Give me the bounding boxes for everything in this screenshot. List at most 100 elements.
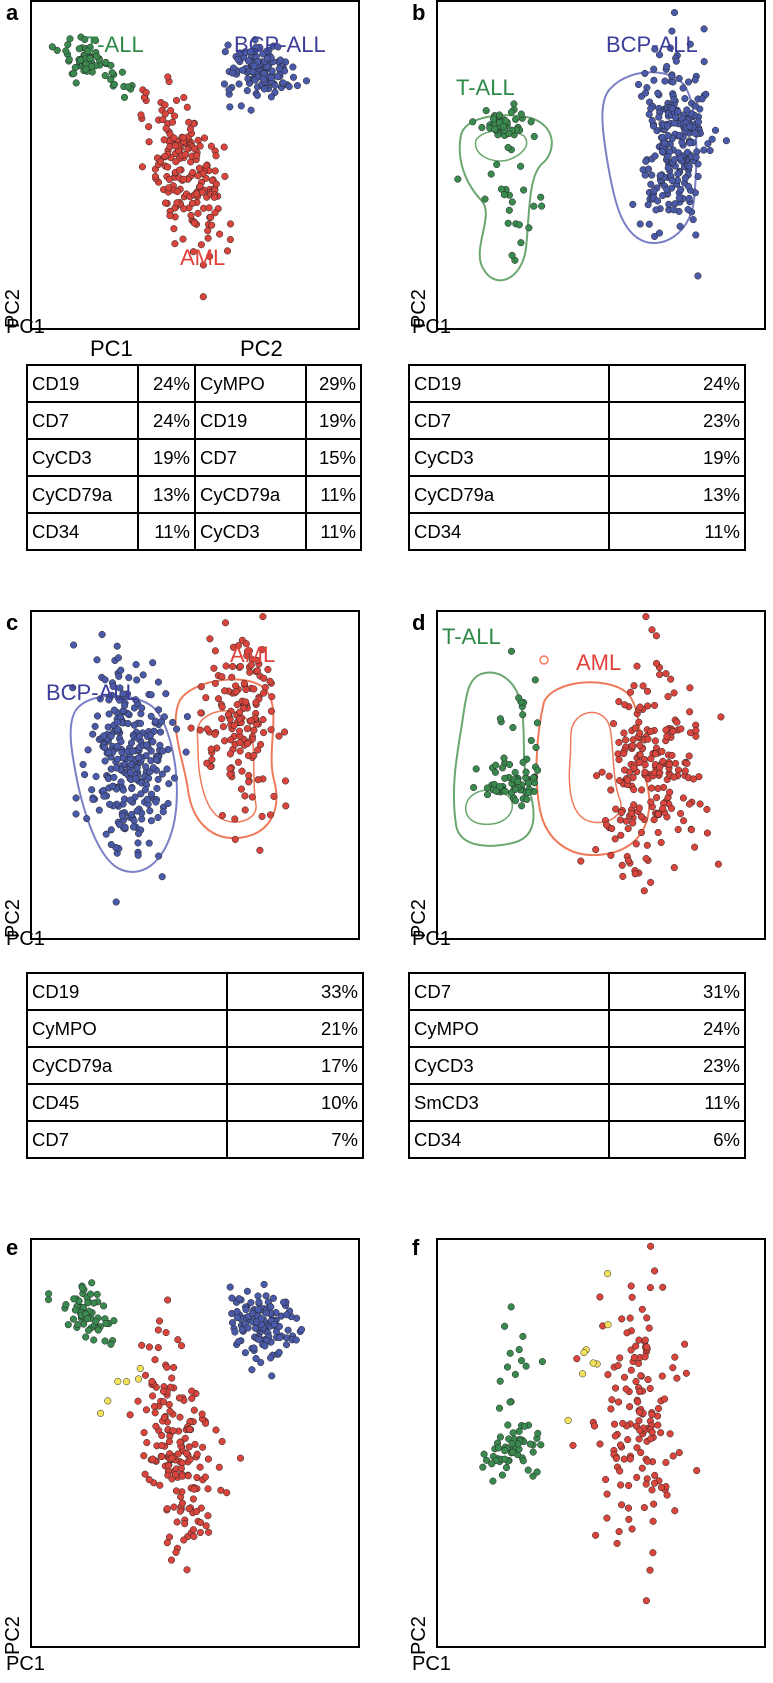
cluster-label-aml: AML [180,245,225,270]
data-point [189,248,197,256]
data-point [650,76,658,84]
data-point [525,224,533,232]
y-axis-label-b: PC2 [408,289,430,328]
data-point [176,1507,184,1515]
data-point [226,765,234,773]
data-point [221,172,229,180]
data-point [190,145,198,153]
data-point [44,1296,53,1304]
panel-letter-f: f [412,1235,420,1260]
data-point [172,96,181,104]
loadings-table-d: CD7 31% CyMPO 24% CyCD3 23% SmCD3 11% CD34 6% [408,972,746,1159]
data-point [70,1295,78,1303]
data-point [635,804,643,812]
data-point [668,27,676,35]
data-point [221,737,229,745]
data-point [488,1460,496,1468]
data-point [686,122,694,130]
data-point [247,1299,255,1307]
data-point [518,802,526,810]
data-point [93,712,102,720]
data-point [537,193,545,201]
data-point [502,1464,511,1472]
data-point [483,791,492,799]
data-point [162,690,170,698]
data-point [580,1349,588,1357]
marker-name: CyMPO [194,364,307,403]
data-point [651,232,659,240]
data-point [69,684,77,692]
data-point [481,195,489,203]
data-point [498,1471,506,1479]
data-point [208,221,216,229]
data-point [636,703,644,711]
marker-name: CD34 [408,512,610,551]
data-point [275,65,283,73]
data-point [163,765,171,773]
data-point [147,691,155,699]
data-point [171,240,179,248]
data-point [700,25,708,33]
data-point [170,774,179,782]
data-point [245,778,253,786]
plot-frame [30,1238,360,1648]
data-point [164,1296,172,1304]
data-point [196,1463,204,1471]
data-point [241,1349,249,1357]
data-point [255,1298,263,1306]
data-point [478,123,486,132]
data-point [507,647,516,655]
loading-percent: 19% [136,438,197,477]
data-point [635,1435,643,1443]
data-point [197,709,205,717]
data-point [134,851,142,859]
data-point [101,72,109,80]
data-point [141,786,149,794]
data-point [207,745,215,753]
data-point [149,659,157,667]
data-point [205,204,213,212]
marker-name: SmCD3 [408,1083,610,1122]
data-point [669,727,677,736]
data-point [198,1410,206,1418]
data-point [106,800,114,808]
data-point [74,1320,82,1329]
loading-percent: 11% [608,1083,746,1122]
data-point [113,718,121,726]
data-point [211,679,219,687]
data-point [517,162,525,170]
data-point [510,100,518,108]
data-point [140,1429,148,1437]
data-point [112,898,120,906]
data-point [152,798,160,806]
data-point [647,1242,655,1250]
data-point [220,143,228,151]
data-point [497,185,505,193]
data-point [259,613,267,621]
data-point [92,772,100,781]
data-point [72,810,80,818]
data-point [612,805,620,813]
table-a-header-pc1: PC1 [90,336,133,361]
panel-letter-d: d [412,610,426,635]
data-point [163,1363,171,1371]
data-point [181,1520,189,1528]
data-point [687,826,696,834]
data-point [531,676,539,684]
data-point [234,642,242,650]
contour-t-all [458,114,553,282]
data-point [173,1518,181,1526]
data-point [180,205,188,213]
data-point [691,76,699,84]
table-row: CD19 24% CyMPO 29% [26,364,363,403]
data-point [126,1411,134,1419]
data-point [677,810,685,818]
data-point [657,838,665,847]
data-point [611,1432,619,1440]
data-point [667,675,675,683]
data-point [641,761,649,769]
loading-percent: 11% [136,512,197,551]
data-point [267,707,275,715]
data-point [454,175,462,183]
data-point [179,134,187,142]
